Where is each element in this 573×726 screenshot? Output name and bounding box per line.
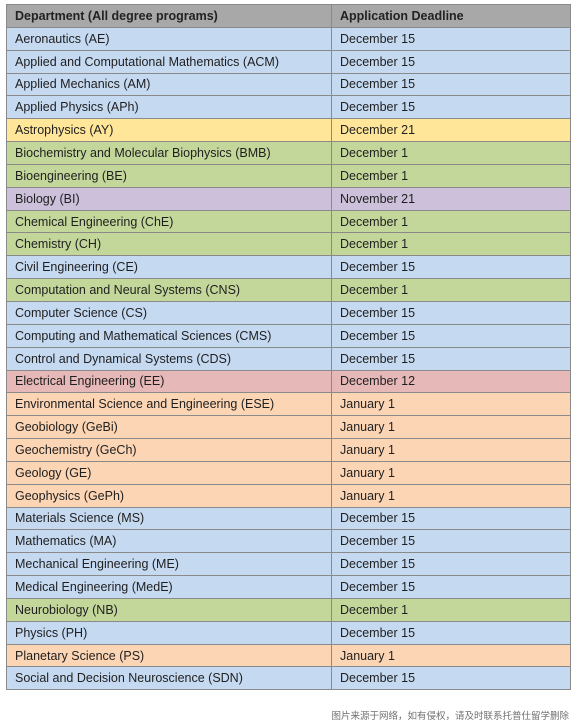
- table-row: Materials Science (MS) December 15: [6, 506, 571, 531]
- table-row: Planetary Science (PS) January 1: [6, 643, 571, 668]
- department-cell: Planetary Science (PS): [6, 643, 332, 668]
- table-row: Applied Physics (APh) December 15: [6, 95, 571, 120]
- header-deadline: Application Deadline: [331, 4, 571, 28]
- deadline-cell: December 15: [331, 346, 571, 371]
- department-cell: Electrical Engineering (EE): [6, 369, 332, 394]
- header-row: Department (All degree programs) Applica…: [6, 4, 571, 28]
- department-cell: Computation and Neural Systems (CNS): [6, 278, 332, 302]
- deadline-cell: December 1: [331, 232, 571, 257]
- deadline-cell: January 1: [331, 438, 571, 462]
- department-cell: Mathematics (MA): [6, 529, 332, 554]
- table-row: Geophysics (GePh) January 1: [6, 483, 571, 508]
- department-cell: Medical Engineering (MedE): [6, 575, 332, 599]
- department-cell: Geology (GE): [6, 460, 332, 485]
- department-cell: Neurobiology (NB): [6, 597, 332, 622]
- table-row: Biology (BI) November 21: [6, 186, 571, 211]
- deadline-cell: December 15: [331, 506, 571, 531]
- table-row: Biochemistry and Molecular Biophysics (B…: [6, 141, 571, 165]
- table-body: Aeronautics (AE) December 15 Applied and C…: [6, 26, 571, 691]
- deadline-cell: January 1: [331, 415, 571, 440]
- table-row: Environmental Science and Engineering (E…: [6, 392, 571, 417]
- department-cell: Civil Engineering (CE): [6, 255, 332, 280]
- department-cell: Aeronautics (AE): [6, 26, 332, 51]
- table-row: Applied and Computational Mathematics (A…: [6, 49, 571, 74]
- table-row: Computing and Mathematical Sciences (CMS…: [6, 323, 571, 348]
- deadline-cell: December 12: [331, 369, 571, 394]
- deadline-cell: December 15: [331, 529, 571, 554]
- deadline-cell: December 15: [331, 575, 571, 599]
- deadline-cell: November 21: [331, 186, 571, 211]
- deadline-cell: December 15: [331, 26, 571, 51]
- deadline-cell: December 1: [331, 597, 571, 622]
- department-cell: Geochemistry (GeCh): [6, 438, 332, 462]
- deadline-cell: December 15: [331, 323, 571, 348]
- department-cell: Geophysics (GePh): [6, 483, 332, 508]
- table-row: Chemical Engineering (ChE) December 1: [6, 209, 571, 234]
- department-cell: Applied Mechanics (AM): [6, 72, 332, 97]
- table-row: Bioengineering (BE) December 1: [6, 163, 571, 188]
- deadline-cell: December 1: [331, 278, 571, 302]
- deadline-cell: December 1: [331, 163, 571, 188]
- table-row: Neurobiology (NB) December 1: [6, 597, 571, 622]
- department-cell: Chemical Engineering (ChE): [6, 209, 332, 234]
- deadline-cell: December 1: [331, 209, 571, 234]
- department-cell: Control and Dynamical Systems (CDS): [6, 346, 332, 371]
- deadline-cell: December 15: [331, 552, 571, 577]
- table-row: Civil Engineering (CE) December 15: [6, 255, 571, 280]
- deadline-cell: December 15: [331, 620, 571, 645]
- table-row: Medical Engineering (MedE) December 15: [6, 575, 571, 599]
- table-row: Control and Dynamical Systems (CDS) Decem…: [6, 346, 571, 371]
- table-row: Mathematics (MA) December 15: [6, 529, 571, 554]
- table-row: Computation and Neural Systems (CNS) Dece…: [6, 278, 571, 302]
- table-row: Social and Decision Neuroscience (SDN) De…: [6, 666, 571, 691]
- table-row: Astrophysics (AY) December 21: [6, 118, 571, 143]
- table-row: Geology (GE) January 1: [6, 460, 571, 485]
- deadline-cell: January 1: [331, 483, 571, 508]
- department-cell: Biochemistry and Molecular Biophysics (B…: [6, 141, 332, 165]
- department-cell: Astrophysics (AY): [6, 118, 332, 143]
- deadline-cell: January 1: [331, 392, 571, 417]
- deadline-cell: December 15: [331, 255, 571, 280]
- department-cell: Applied Physics (APh): [6, 95, 332, 120]
- department-cell: Mechanical Engineering (ME): [6, 552, 332, 577]
- header-department: Department (All degree programs): [6, 4, 332, 28]
- department-cell: Applied and Computational Mathematics (A…: [6, 49, 332, 74]
- deadline-cell: December 15: [331, 666, 571, 691]
- deadline-cell: December 1: [331, 141, 571, 165]
- department-cell: Environmental Science and Engineering (E…: [6, 392, 332, 417]
- table-row: Mechanical Engineering (ME) December 15: [6, 552, 571, 577]
- table-row: Geochemistry (GeCh) January 1: [6, 438, 571, 462]
- deadline-cell: December 15: [331, 49, 571, 74]
- table-row: Applied Mechanics (AM) December 15: [6, 72, 571, 97]
- department-cell: Physics (PH): [6, 620, 332, 645]
- watermark-text: 图片来源于网络，如有侵权，请及时联系托普仕留学删除: [331, 711, 569, 722]
- deadline-cell: January 1: [331, 460, 571, 485]
- department-cell: Computing and Mathematical Sciences (CMS…: [6, 323, 332, 348]
- department-cell: Materials Science (MS): [6, 506, 332, 531]
- table-header: Department (All degree programs) Applica…: [6, 4, 571, 28]
- department-cell: Chemistry (CH): [6, 232, 332, 257]
- deadline-cell: December 15: [331, 95, 571, 120]
- deadline-cell: December 15: [331, 72, 571, 97]
- table-row: Physics (PH) December 15: [6, 620, 571, 645]
- deadline-table: Department (All degree programs) Applica…: [6, 4, 571, 691]
- department-cell: Computer Science (CS): [6, 300, 332, 325]
- table-row: Chemistry (CH) December 1: [6, 232, 571, 257]
- department-cell: Bioengineering (BE): [6, 163, 332, 188]
- table-row: Geobiology (GeBi) January 1: [6, 415, 571, 440]
- table-row: Aeronautics (AE) December 15: [6, 26, 571, 51]
- department-cell: Biology (BI): [6, 186, 332, 211]
- department-cell: Social and Decision Neuroscience (SDN): [6, 666, 332, 691]
- deadline-cell: December 21: [331, 118, 571, 143]
- deadline-cell: December 15: [331, 300, 571, 325]
- deadline-cell: January 1: [331, 643, 571, 668]
- department-cell: Geobiology (GeBi): [6, 415, 332, 440]
- table-row: Electrical Engineering (EE) December 12: [6, 369, 571, 394]
- table-row: Computer Science (CS) December 15: [6, 300, 571, 325]
